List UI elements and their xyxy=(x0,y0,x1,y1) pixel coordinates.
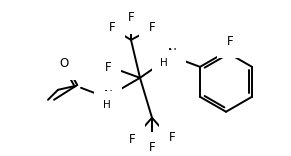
Text: O: O xyxy=(59,57,69,70)
Text: F: F xyxy=(227,35,233,48)
Text: F: F xyxy=(129,133,135,146)
Text: H: H xyxy=(103,100,111,110)
Text: N: N xyxy=(104,89,112,102)
Text: F: F xyxy=(109,21,115,34)
Text: F: F xyxy=(105,61,111,74)
Text: F: F xyxy=(128,11,134,24)
Text: H: H xyxy=(160,58,168,68)
Text: N: N xyxy=(168,47,176,60)
Text: F: F xyxy=(149,21,155,34)
Text: F: F xyxy=(169,131,175,144)
Text: F: F xyxy=(149,141,155,154)
